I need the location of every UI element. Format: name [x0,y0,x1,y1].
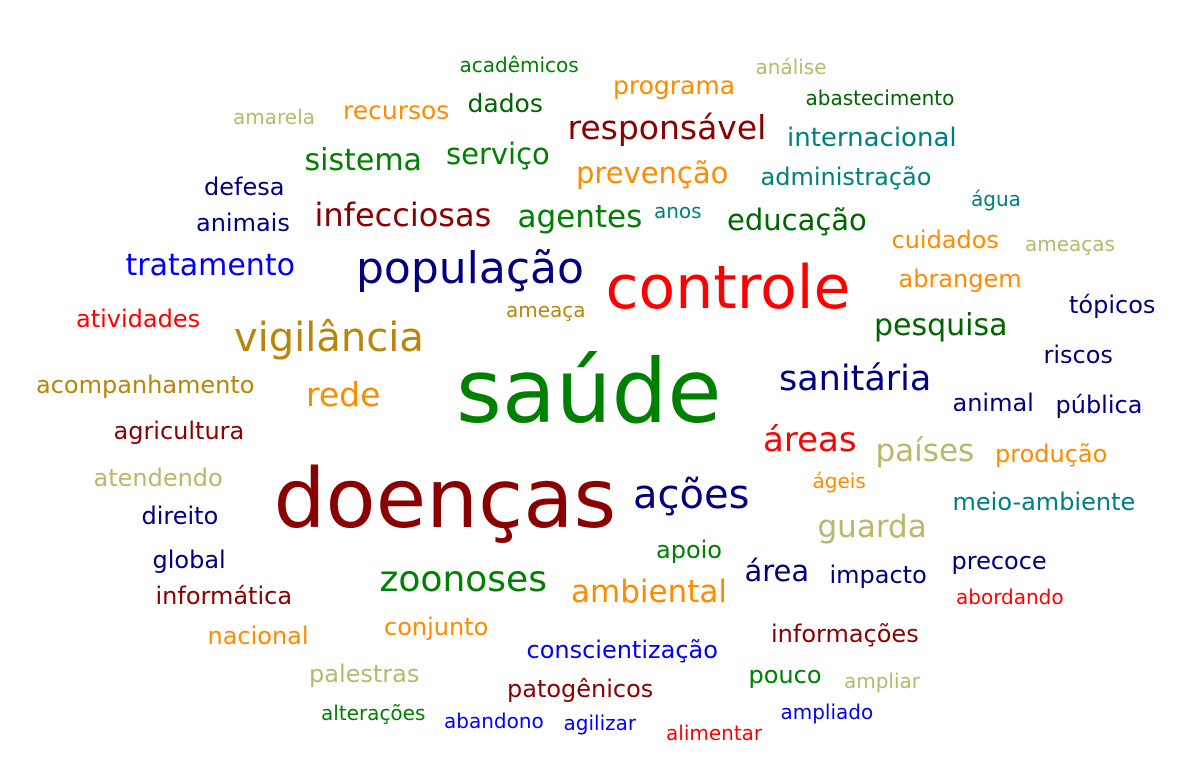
word-animais: animais [196,208,290,237]
word-prevencao: prevenção [576,155,729,190]
word-ampliado: ampliado [780,700,874,724]
word-patogenicos: patogênicos [507,674,654,703]
word-direito: direito [141,501,219,530]
word-agricultura: agricultura [113,416,245,445]
word-anos: anos [654,199,702,223]
word-cuidados: cuidados [891,225,999,254]
word-atendendo: atendendo [93,463,223,492]
word-amarela: amarela [233,105,315,129]
word-analise: análise [755,55,827,79]
word-palestras: palestras [309,659,420,688]
word-meio-ambiente: meio-ambiente [952,487,1136,516]
word-alimentar: alimentar [666,721,763,745]
word-ambiental: ambiental [571,574,727,611]
word-responsavel: responsável [567,107,767,147]
word-vigilancia: vigilância [234,315,424,361]
word-sanitaria: sanitária [779,359,932,399]
word-areas: áreas [763,419,857,460]
word-servico: serviço [446,136,550,171]
word-internacional: internacional [787,123,957,154]
word-abastecimento: abastecimento [805,86,955,110]
word-academicos: acadêmicos [459,53,579,77]
word-tratamento: tratamento [125,248,295,283]
word-global: global [152,545,226,574]
word-doencas: doenças [273,452,617,548]
word-nacional: nacional [207,621,309,650]
word-apoio: apoio [656,535,722,564]
word-producao: produção [995,439,1108,468]
word-agilizar: agilizar [563,711,637,735]
word-pouco: pouco [748,660,822,689]
word-defesa: defesa [204,172,285,201]
word-informacoes: informações [771,619,919,648]
word-infecciosas: infecciosas [314,196,492,235]
word-rede: rede [306,374,381,414]
word-agentes: agentes [517,199,643,236]
word-agua: água [971,187,1021,211]
word-impacto: impacto [829,560,927,589]
word-acoes: ações [633,472,750,518]
word-animal: animal [952,388,1034,417]
word-controle: controle [605,253,851,323]
word-acompanhamento: acompanhamento [36,370,255,399]
word-guarda: guarda [817,509,927,546]
word-area: área [744,553,810,588]
word-abandono: abandono [444,709,544,733]
word-alteracoes: alterações [321,701,426,725]
word-saude: saúde [456,339,722,443]
word-abordando: abordando [956,585,1064,609]
word-ampliar: ampliar [844,669,921,693]
word-abrangem: abrangem [898,264,1022,293]
word-ameaca: ameaça [506,298,586,322]
word-conscientizacao: conscientização [526,635,718,664]
word-recursos: recursos [343,96,450,125]
word-riscos: riscos [1043,340,1113,369]
word-paises: países [875,433,975,470]
word-sistema: sistema [304,143,422,178]
word-administracao: administração [760,162,932,191]
word-informatica: informática [155,581,293,610]
word-programa: programa [613,71,736,100]
word-precoce: precoce [951,546,1047,575]
word-publica: pública [1055,390,1143,419]
word-ageis: ágeis [812,469,866,493]
word-ameacas: ameaças [1025,232,1115,256]
word-topicos: tópicos [1069,290,1156,319]
word-dados: dados [467,89,543,118]
word-conjunto: conjunto [384,612,489,641]
word-populacao: população [356,242,584,294]
word-pesquisa: pesquisa [874,308,1008,343]
word-atividades: atividades [76,304,201,333]
word-zoonoses: zoonoses [379,559,547,601]
word-educacao: educação [727,202,867,237]
